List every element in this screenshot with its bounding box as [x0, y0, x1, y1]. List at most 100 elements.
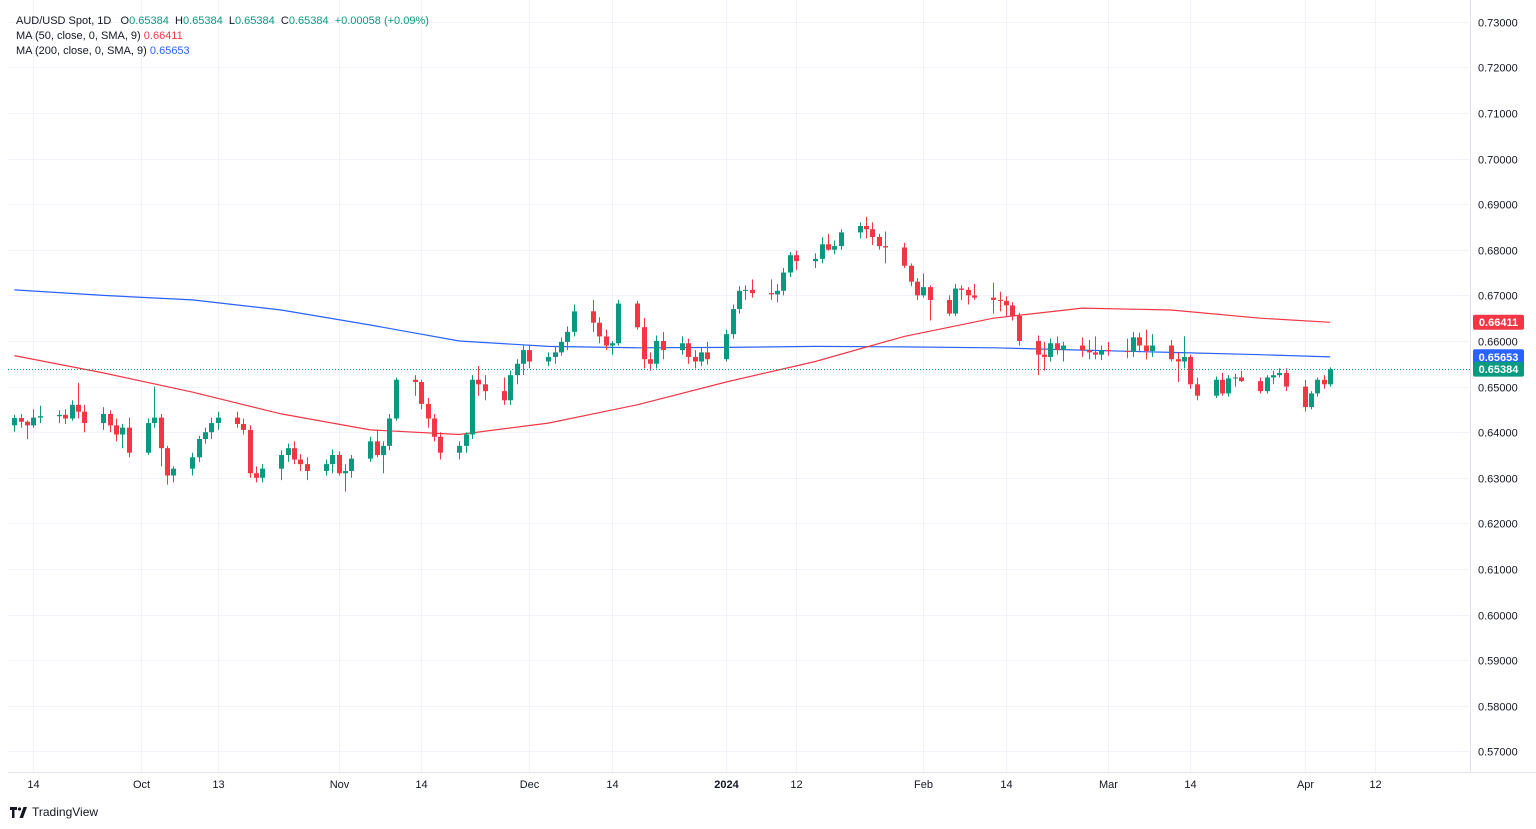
candle-down	[750, 279, 755, 298]
low-value: 0.65384	[234, 15, 275, 27]
candle-body	[635, 303, 640, 328]
candle-body	[591, 311, 596, 323]
candle-down	[1284, 368, 1289, 392]
candle-up	[616, 299, 621, 346]
candle-body	[813, 258, 818, 262]
candle-body	[921, 287, 926, 296]
candle-body	[1309, 393, 1314, 408]
candle-body	[375, 441, 380, 455]
candle-up	[680, 336, 685, 355]
candle-up	[343, 464, 348, 492]
x-tick-label: 14	[1184, 779, 1196, 791]
high-label: H	[175, 15, 183, 27]
candle-down	[476, 366, 481, 396]
candle-down	[1303, 379, 1308, 412]
candle-body	[648, 359, 653, 364]
price-axis-label: 0.65653	[1473, 349, 1524, 365]
candle-body	[12, 418, 17, 426]
candle-body	[1303, 386, 1308, 408]
candle-body	[1144, 345, 1149, 352]
candle-body	[1328, 369, 1333, 385]
candle-up	[781, 267, 786, 296]
candle-down	[127, 417, 132, 458]
candle-body	[559, 341, 564, 353]
candle-up	[1328, 367, 1333, 387]
candle-body	[883, 246, 888, 248]
candle-down	[959, 285, 964, 300]
candle-body	[394, 379, 399, 419]
candle-up	[209, 417, 214, 440]
candle-up	[610, 340, 615, 355]
candle-down	[76, 382, 81, 419]
candle-body	[1233, 377, 1238, 379]
candle-up	[464, 432, 469, 453]
candle-body	[241, 423, 246, 430]
candle-up	[832, 240, 837, 255]
candle-body	[1036, 340, 1041, 355]
candle-down	[705, 341, 710, 365]
candle-up	[553, 346, 558, 364]
candle-up	[1099, 345, 1104, 361]
candle-down	[604, 329, 609, 351]
ma50-legend-row[interactable]: MA (50, close, 0, SMA, 9) 0.66411	[16, 29, 429, 44]
candle-body	[203, 432, 208, 440]
symbol-legend-row[interactable]: AUD/USD Spot, 1D O0.65384 H0.65384 L0.65…	[16, 14, 429, 29]
candle-body	[527, 350, 532, 362]
candle-down	[1010, 302, 1015, 321]
candle-down	[1258, 377, 1263, 394]
y-tick-label: 0.58000	[1478, 702, 1518, 714]
candle-down	[254, 466, 259, 483]
candle-body	[57, 414, 62, 417]
candle-down	[241, 418, 246, 435]
candle-down	[902, 242, 907, 268]
candle-up	[197, 435, 202, 462]
candle-body	[197, 439, 202, 458]
x-tick-label: 14	[415, 779, 427, 791]
candle-down	[82, 404, 87, 433]
candle-body	[515, 363, 520, 376]
candle-down	[1195, 377, 1200, 401]
candle-body	[1214, 379, 1219, 396]
candle-body	[470, 379, 475, 435]
candle-down	[1017, 312, 1022, 346]
price-label-text: 0.65653	[1479, 352, 1519, 364]
candle-up	[1048, 338, 1053, 362]
candle-body	[1277, 372, 1282, 376]
x-tick-label: 14	[606, 779, 618, 791]
candle-body	[769, 293, 774, 295]
candle-body	[419, 382, 424, 404]
close-value: 0.65384	[288, 15, 329, 27]
candle-up	[1150, 334, 1155, 357]
ma200-legend-row[interactable]: MA (200, close, 0, SMA, 9) 0.65653	[16, 44, 429, 59]
candle-body	[248, 429, 253, 474]
y-tick-label: 0.61000	[1478, 565, 1518, 577]
candle-up	[57, 410, 62, 424]
candle-body	[190, 457, 195, 469]
price-label-box	[1473, 314, 1524, 330]
candle-body	[216, 417, 221, 424]
candle-down	[25, 420, 30, 440]
candle-body	[476, 379, 481, 385]
candle-body	[553, 352, 558, 357]
y-tick-label: 0.63000	[1478, 474, 1518, 486]
y-tick-label: 0.71000	[1478, 109, 1518, 121]
candle-up	[394, 377, 399, 421]
candle-down	[1220, 372, 1225, 396]
candle-body	[998, 299, 1003, 301]
candle-down	[826, 233, 831, 251]
candle-up	[1061, 341, 1066, 362]
candle-up	[572, 304, 577, 337]
y-tick-label: 0.65000	[1478, 383, 1518, 395]
candle-down	[972, 283, 977, 300]
candle-body	[597, 322, 602, 337]
candle-up	[839, 229, 844, 250]
candle-body	[731, 309, 736, 335]
tradingview-branding[interactable]: TradingView	[10, 805, 98, 819]
symbol-title[interactable]: AUD/USD Spot, 1D	[16, 15, 112, 27]
candle-body	[1176, 359, 1181, 362]
candle-up	[216, 411, 221, 430]
candle-body	[705, 352, 710, 360]
candle-body	[1048, 343, 1053, 357]
candle-body	[1106, 350, 1111, 352]
